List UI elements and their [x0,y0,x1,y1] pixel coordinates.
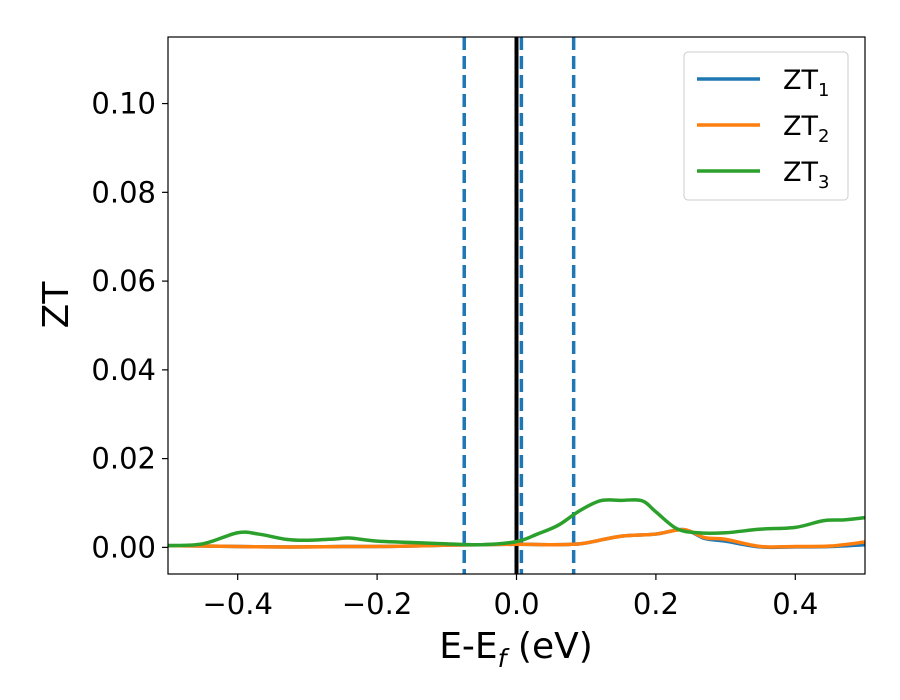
legend: ZT1 ZT2 ZT3 [683,51,849,201]
x-tick-label: −0.4 [202,587,272,621]
legend-label-zt1: ZT1 [783,65,829,101]
y-tick-label: 0.00 [91,530,156,564]
y-axis-title: ZT [36,281,77,329]
y-tick-label: 0.04 [91,353,156,387]
series-line-zt2 [168,527,865,549]
x-tick-label: 0.4 [772,587,818,621]
legend-label-zt3: ZT3 [783,157,829,193]
y-tick-label: 0.08 [91,175,156,209]
y-tick-label: 0.10 [91,87,156,121]
x-tick-label: −0.2 [342,587,412,621]
legend-box [683,51,849,201]
legend-label-zt2: ZT2 [783,111,829,147]
x-axis-title: E-Ef (eV) [439,626,593,673]
y-tick-label: 0.06 [91,264,156,298]
series-line-zt3 [168,498,865,548]
plot-area [168,37,865,574]
x-tick-label: 0.2 [633,587,679,621]
x-tick-label: 0.0 [493,587,539,621]
y-axis: 0.00 0.02 0.04 0.06 0.08 0.10 [91,87,168,564]
y-tick-label: 0.02 [91,442,156,476]
x-axis: −0.4 −0.2 0.0 0.2 0.4 [202,574,818,621]
